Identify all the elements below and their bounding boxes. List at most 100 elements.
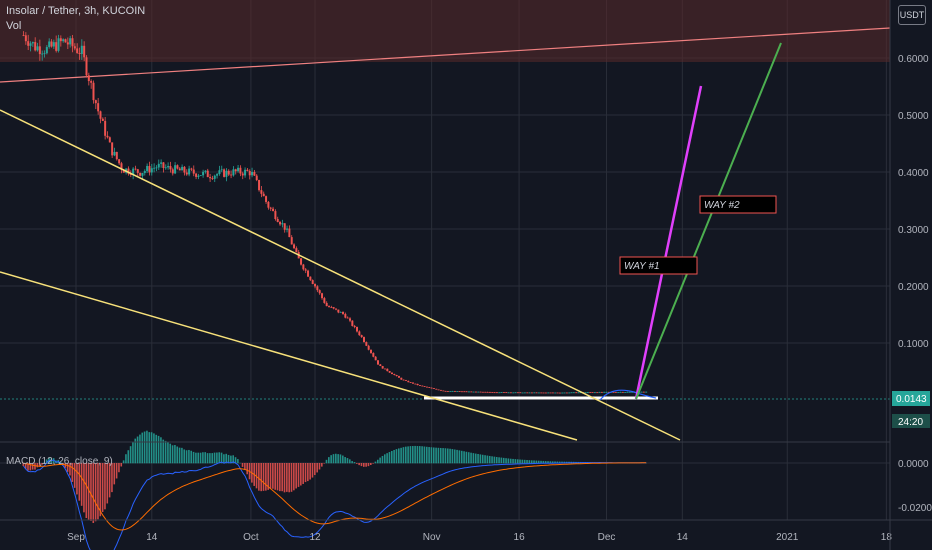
- candle: [146, 163, 149, 173]
- candle: [195, 172, 198, 180]
- macd-histogram-bar: [439, 447, 442, 464]
- macd-histogram-bar: [22, 463, 25, 467]
- candle: [409, 382, 412, 383]
- way2-annotation: WAY #2: [699, 195, 777, 214]
- candle: [402, 379, 405, 381]
- candle: [197, 173, 200, 180]
- macd-histogram-bar: [437, 447, 440, 464]
- macd-histogram-bar: [78, 463, 81, 501]
- candle: [76, 43, 79, 54]
- candle: [118, 158, 121, 165]
- macd-histogram-bar: [281, 463, 283, 492]
- macd-histogram-bar: [369, 463, 372, 466]
- candle: [59, 35, 62, 47]
- macd-histogram-bar: [460, 450, 463, 464]
- macd-histogram-bar: [211, 453, 214, 464]
- candle: [563, 392, 566, 394]
- macd-histogram-bar: [171, 445, 174, 464]
- candle: [411, 382, 414, 384]
- candle: [593, 392, 596, 394]
- candle: [463, 391, 466, 393]
- macd-histogram-bar: [351, 461, 353, 464]
- candle: [474, 391, 477, 393]
- candle: [99, 110, 102, 124]
- volume-label: Vol: [6, 20, 22, 32]
- price-badge-value: 0.0143: [896, 394, 927, 405]
- way1-projection: [634, 85, 703, 400]
- macd-histogram-bar: [216, 452, 218, 464]
- macd-histogram-bar: [225, 453, 228, 464]
- candle: [444, 390, 447, 392]
- macd-histogram-bar: [411, 446, 414, 464]
- candle: [486, 391, 489, 393]
- candle: [589, 392, 592, 393]
- candle: [43, 50, 46, 58]
- candle: [134, 165, 137, 171]
- macd-histogram-bar: [24, 463, 27, 469]
- candle: [255, 174, 258, 182]
- way2-projection: [635, 42, 782, 400]
- macd-histogram-bar: [237, 459, 239, 464]
- trendline-upper: [0, 109, 681, 441]
- candle: [213, 174, 216, 183]
- way2-label: WAY #2: [704, 200, 740, 211]
- candle: [106, 131, 109, 139]
- macd-histogram-bar: [376, 459, 379, 464]
- macd-pane: [0, 430, 890, 550]
- candle: [519, 392, 522, 394]
- macd-histogram-bar: [321, 463, 323, 467]
- currency-unit-badge[interactable]: USDT: [898, 5, 926, 25]
- breakout-arc: [599, 389, 657, 401]
- macd-histogram-bar: [244, 463, 246, 470]
- macd-histogram-bar: [104, 463, 106, 510]
- macd-histogram-bar: [272, 463, 274, 489]
- candle: [332, 307, 335, 310]
- candle: [603, 391, 606, 393]
- candle: [66, 37, 69, 50]
- candle: [290, 235, 293, 245]
- candle: [596, 392, 599, 394]
- candle: [621, 391, 624, 393]
- macd-histogram-bar: [430, 447, 433, 464]
- macd-histogram-bar: [540, 460, 542, 464]
- candle: [575, 392, 578, 394]
- macd-histogram-bar: [150, 432, 153, 464]
- candle: [183, 166, 186, 176]
- macd-histogram-bar: [332, 454, 335, 464]
- macd-histogram-bar: [365, 463, 367, 467]
- candle: [628, 391, 631, 393]
- candle: [509, 392, 512, 394]
- candle: [521, 392, 524, 394]
- macd-histogram-bar: [202, 452, 204, 464]
- macd-histogram-bar: [558, 461, 561, 464]
- macd-histogram-bar: [316, 463, 318, 473]
- macd-histogram-bar: [481, 454, 484, 464]
- candle: [442, 390, 445, 392]
- macd-histogram-bar: [192, 451, 195, 464]
- macd-histogram-bar: [544, 461, 547, 464]
- candle: [307, 269, 310, 277]
- macd-histogram-bar: [493, 456, 496, 464]
- macd-histogram-bar: [59, 462, 62, 464]
- candle: [150, 164, 153, 176]
- macd-histogram-bar: [528, 460, 531, 464]
- macd-histogram-bar: [488, 455, 491, 464]
- macd-histogram-bar: [290, 463, 293, 492]
- macd-histogram-bar: [409, 446, 412, 464]
- candle: [458, 391, 461, 392]
- candle: [80, 39, 83, 60]
- macd-histogram-bar: [31, 463, 34, 470]
- macd-histogram-bar: [505, 458, 507, 464]
- candle: [533, 392, 536, 394]
- candle: [577, 392, 580, 394]
- candle: [645, 391, 648, 393]
- macd-histogram-bar: [453, 449, 456, 464]
- macd-histogram-bar: [484, 455, 486, 464]
- candle: [267, 200, 270, 210]
- candle: [591, 392, 594, 394]
- candle: [216, 173, 219, 179]
- candle: [108, 136, 111, 143]
- macd-histogram-bar: [444, 448, 447, 464]
- macd-histogram-bar: [353, 462, 356, 464]
